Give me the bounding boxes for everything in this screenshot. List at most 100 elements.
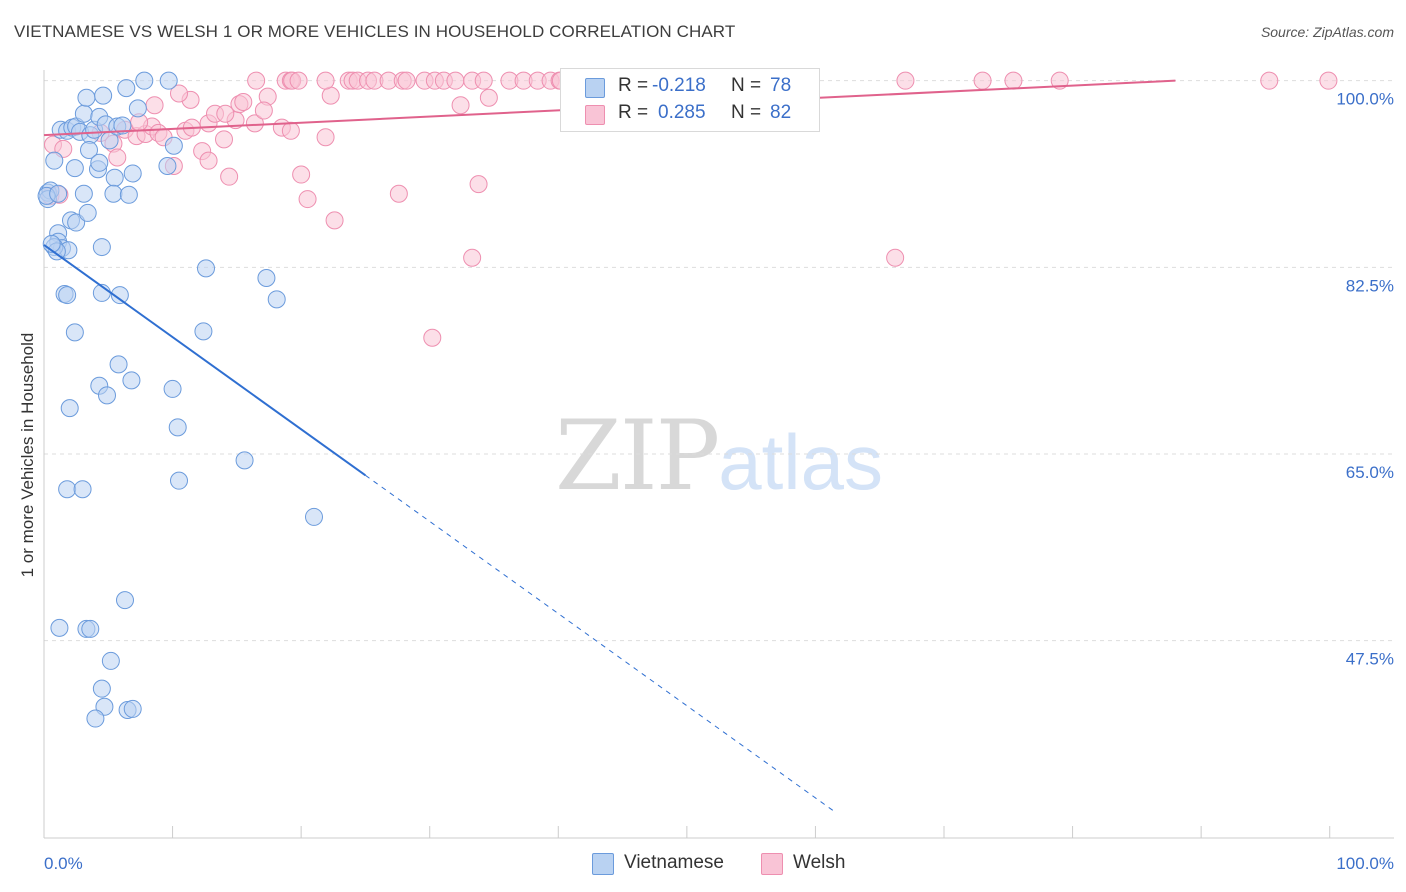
welsh-point: [479, 88, 498, 107]
welsh-point: [234, 93, 253, 111]
vietnamese-point: [60, 399, 79, 418]
bottom-legend-label: Welsh: [793, 852, 846, 873]
vietnamese-point: [257, 269, 276, 287]
vietnamese-point: [104, 184, 123, 203]
chart-title: VIETNAMESE VS WELSH 1 OR MORE VEHICLES I…: [14, 22, 736, 41]
welsh-point: [1319, 71, 1338, 90]
legend-n-label: N =: [731, 75, 762, 96]
welsh-point: [254, 101, 273, 120]
welsh-point: [1004, 71, 1023, 90]
vietnamese-point: [81, 619, 100, 638]
legend-n-value: 82: [770, 102, 792, 123]
vietnamese-point: [58, 286, 77, 305]
welsh-point: [316, 71, 335, 90]
welsh-point: [170, 84, 188, 103]
vietnamese-point: [105, 168, 124, 187]
vietnamese-trend-line: [43, 244, 367, 477]
y-tick-label: 47.5%: [1346, 650, 1394, 669]
legend-r-value: -0.218: [652, 75, 706, 96]
vietnamese-point: [80, 141, 98, 159]
vietnamese-point: [73, 480, 92, 499]
watermark-zip: ZIP: [555, 400, 720, 512]
vietnamese-point: [116, 591, 134, 610]
legend-r-value: 0.285: [658, 102, 706, 123]
welsh-point: [389, 184, 408, 203]
welsh-point: [1050, 71, 1069, 90]
y-tick-label: 100.0%: [1336, 90, 1394, 109]
vietnamese-point: [101, 651, 120, 670]
welsh-point: [973, 71, 992, 90]
welsh-point: [289, 71, 308, 90]
bottom-legend-swatch-welsh: [761, 853, 783, 875]
vietnamese-point: [109, 355, 128, 374]
legend-r-label: R =: [618, 75, 649, 96]
bottom-legend-welsh: Welsh: [761, 852, 871, 876]
vietnamese-point: [49, 184, 68, 203]
vietnamese-point: [94, 86, 113, 105]
legend-row-welsh: R = 0.285 N = 82: [561, 102, 819, 126]
vietnamese-point: [77, 88, 96, 107]
welsh-point: [216, 104, 235, 123]
vietnamese-point: [58, 480, 77, 499]
vietnamese-point: [164, 136, 183, 155]
vietnamese-point: [197, 259, 215, 278]
vietnamese-point: [135, 71, 154, 90]
vietnamese-point: [67, 213, 86, 232]
vietnamese-point: [74, 184, 93, 203]
welsh-point: [292, 165, 311, 184]
vietnamese-point: [110, 286, 129, 305]
welsh-point: [896, 71, 915, 90]
welsh-point: [316, 128, 335, 147]
legend-r-label: R =: [618, 102, 649, 123]
vietnamese-point: [92, 238, 111, 257]
vietnamese-point: [128, 99, 147, 118]
vietnamese-point: [65, 323, 84, 342]
vietnamese-point: [123, 699, 142, 718]
vietnamese-point: [50, 618, 69, 637]
welsh-point: [446, 71, 465, 90]
vietnamese-point: [74, 104, 93, 123]
vietnamese-point: [170, 471, 188, 490]
vietnamese-point: [98, 386, 116, 405]
legend-swatch-vietnamese: [585, 78, 605, 98]
vietnamese-point: [123, 164, 142, 183]
welsh-point: [397, 71, 416, 90]
vietnamese-point: [86, 709, 105, 728]
vietnamese-trend-extension: [365, 474, 836, 813]
welsh-point: [247, 71, 266, 90]
vietnamese-point: [163, 379, 182, 398]
welsh-point: [469, 175, 488, 194]
vietnamese-point: [194, 322, 213, 341]
watermark-atlas: atlas: [718, 418, 883, 506]
welsh-point: [451, 96, 470, 115]
vietnamese-point: [113, 116, 132, 135]
y-tick-label: 82.5%: [1346, 276, 1394, 295]
legend-n-value: 78: [770, 75, 792, 96]
legend-row-vietnamese: R = -0.218 N = 78: [561, 75, 819, 99]
y-tick-label: 65.0%: [1346, 463, 1394, 482]
welsh-point: [145, 96, 164, 115]
vietnamese-point: [90, 153, 109, 172]
welsh-point: [245, 114, 264, 133]
vietnamese-point: [117, 79, 136, 98]
welsh-point: [886, 248, 905, 267]
welsh-point: [463, 248, 482, 267]
x-tick-label: 0.0%: [44, 854, 83, 873]
vietnamese-point: [305, 507, 323, 526]
vietnamese-point: [119, 185, 138, 204]
vietnamese-point: [235, 451, 254, 470]
bottom-legend-label: Vietnamese: [624, 852, 724, 873]
welsh-point: [199, 151, 218, 170]
welsh-point: [220, 167, 239, 186]
welsh-point: [298, 190, 317, 209]
watermark: ZIPatlas: [555, 400, 883, 512]
welsh-point: [1260, 71, 1279, 90]
vietnamese-point: [65, 159, 84, 178]
vietnamese-point: [45, 151, 64, 170]
vietnamese-point: [168, 418, 187, 437]
welsh-point: [281, 121, 300, 140]
vietnamese-point: [267, 290, 286, 309]
welsh-point: [423, 328, 442, 347]
welsh-point: [321, 86, 340, 105]
source-label: Source: ZipAtlas.com: [1260, 24, 1394, 40]
